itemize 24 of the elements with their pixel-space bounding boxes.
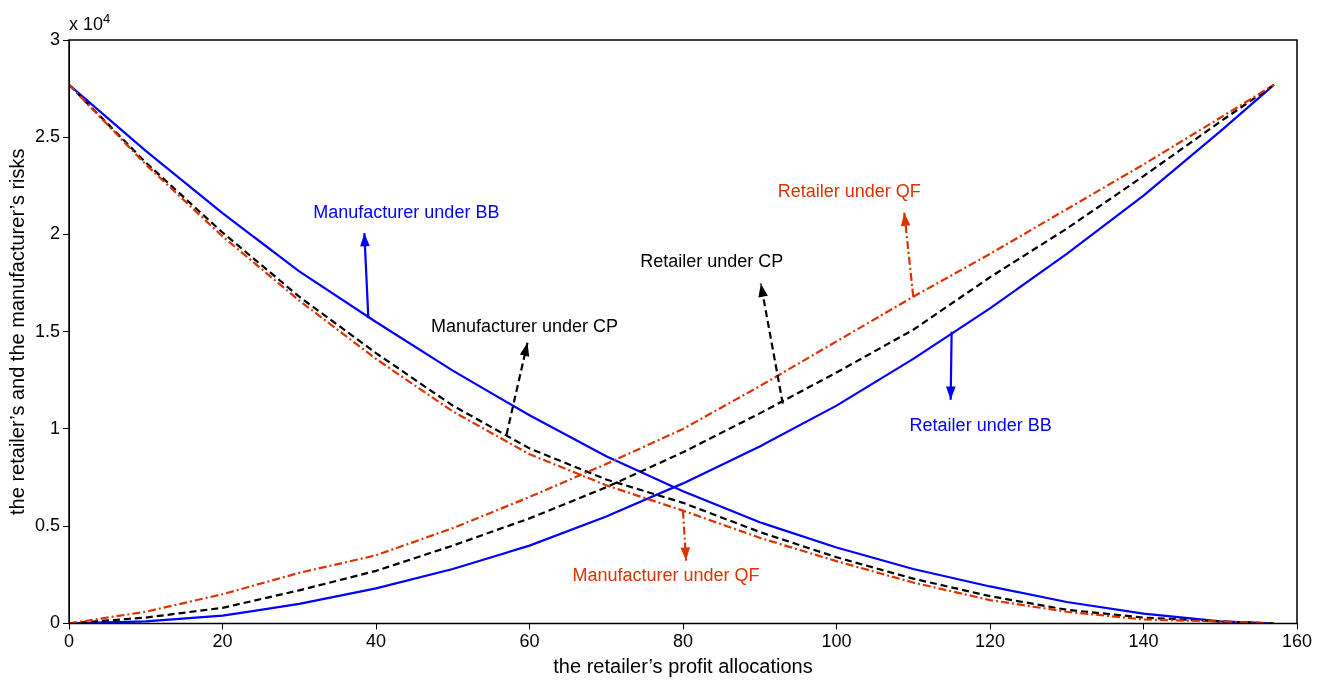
- y-tick-label: 0: [50, 612, 61, 633]
- y-tick-label: 2.5: [34, 126, 61, 147]
- y-tick-label: 1: [50, 417, 61, 438]
- x-tick-label: 0: [64, 631, 75, 652]
- annotation: Retailer under BB: [909, 414, 1052, 435]
- y-tick-label: 0.5: [34, 515, 61, 536]
- annotation: Manufacturer under BB: [313, 202, 500, 223]
- x-tick-label: 120: [974, 631, 1006, 652]
- x-tick-label: 60: [519, 631, 540, 652]
- x-tick-label: 140: [1128, 631, 1159, 652]
- x-axis-title: the retailer’s profit allocations: [553, 654, 813, 677]
- y-tick-label: 2: [50, 223, 61, 244]
- annotation: Retailer under QF: [777, 180, 921, 201]
- annotation: Manufacturer under QF: [572, 564, 760, 585]
- x-tick-label: 160: [1281, 631, 1313, 652]
- annotation: Retailer under CP: [640, 250, 784, 271]
- x-tick-label: 40: [366, 631, 387, 652]
- y-axis-title: the retailer’s and the manufacturer’s risks: [5, 148, 28, 515]
- x-tick-label: 20: [212, 631, 233, 652]
- annotation: Manufacturer under CP: [430, 315, 619, 336]
- y-tick-label: 1.5: [34, 320, 61, 341]
- x-tick-label: 100: [821, 631, 852, 652]
- x-tick-label: 80: [673, 631, 694, 652]
- y-tick-label: 3: [50, 28, 61, 49]
